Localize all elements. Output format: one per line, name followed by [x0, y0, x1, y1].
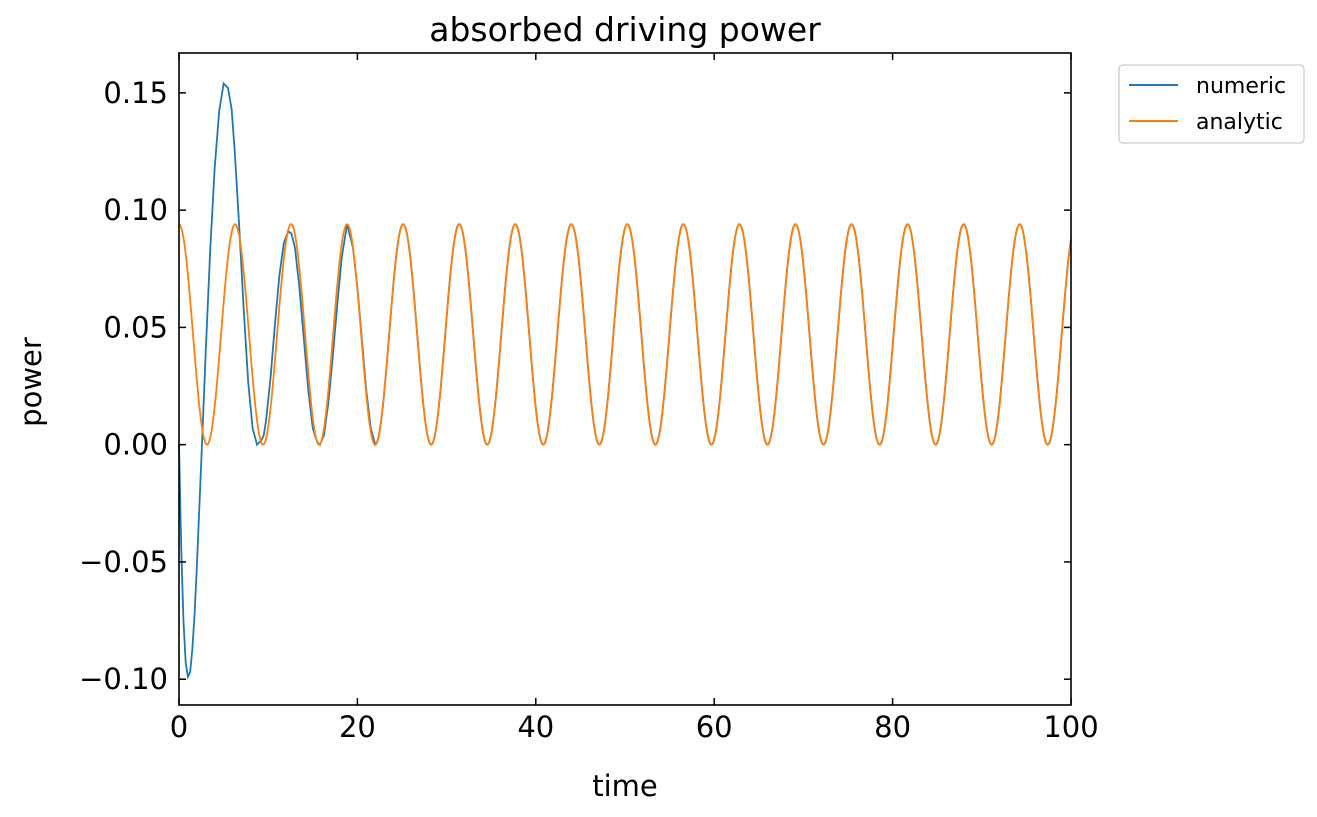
y-tick-label: −0.05 [79, 545, 168, 579]
x-tick-label: 100 [1043, 710, 1098, 744]
x-tick-label: 40 [517, 710, 554, 744]
legend-label-numeric: numeric [1196, 74, 1286, 99]
y-tick-label: 0.15 [103, 76, 168, 110]
x-axis: 0 20 40 60 80 100 [170, 53, 1099, 744]
x-tick-label: 80 [874, 710, 911, 744]
chart-title: absorbed driving power [429, 10, 821, 49]
y-tick-label: −0.10 [79, 662, 168, 696]
x-tick-label: 60 [696, 710, 733, 744]
legend-label-analytic: analytic [1196, 110, 1283, 135]
x-tick-label: 0 [170, 710, 188, 744]
plot-frame [178, 52, 1072, 706]
y-tick-label: 0.05 [103, 310, 168, 344]
x-axis-label: time [592, 769, 658, 803]
y-axis-label: power [14, 337, 48, 427]
y-tick-label: 0.10 [103, 193, 168, 227]
x-tick-label: 20 [339, 710, 376, 744]
series-line-analytic [178, 223, 1072, 446]
plot-lines [178, 81, 1072, 680]
y-axis: −0.10 −0.05 0.00 0.05 0.10 0.15 [79, 76, 1071, 696]
series-line-numeric [178, 81, 1072, 680]
legend: numeric analytic [1118, 64, 1305, 144]
y-tick-label: 0.00 [103, 428, 168, 462]
